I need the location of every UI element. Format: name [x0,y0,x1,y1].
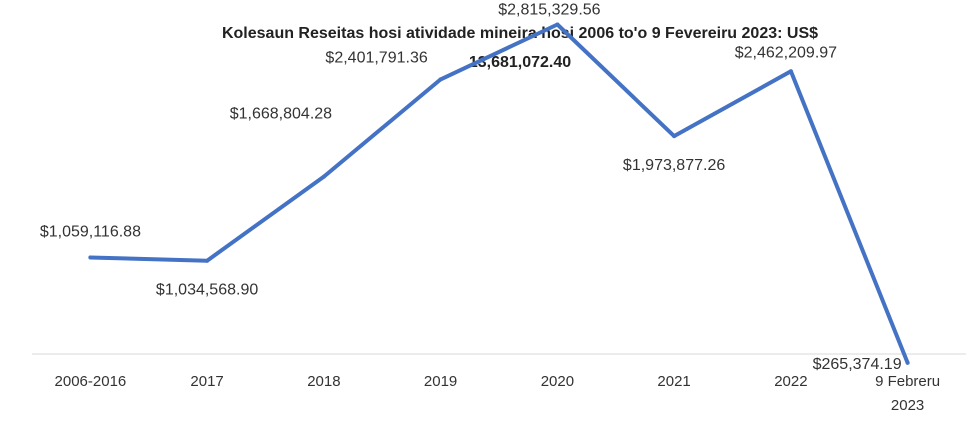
data-label-5: $1,973,877.26 [623,157,725,174]
data-label-1: $1,034,568.90 [156,282,258,299]
data-label-3: $2,401,791.36 [325,49,427,66]
x-tick-label-6: 2022 [774,373,807,390]
x-tick-label-1: 2017 [190,373,223,390]
series-layer [88,22,910,365]
x-tick-label-5: 2021 [657,373,690,390]
data-point-1 [205,258,210,263]
data-point-3 [438,77,443,82]
series-line [88,22,910,365]
data-point-0 [88,255,93,260]
data-point-7 [905,360,910,365]
data-point-6 [788,69,793,74]
data-label-7: $265,374.19 [813,356,902,373]
x-axis-ticks: 2006-2016 2017 2018 2019 2020 2021 2022 9 Febre… [55,373,941,414]
data-label-2: $1,668,804.28 [230,106,332,123]
x-tick-label-0: 2006-2016 [55,373,127,390]
x-tick-label-3: 2019 [424,373,457,390]
data-point-5 [672,134,677,139]
data-point-2 [321,174,326,179]
chart-subtitle: 13,681,072.40 [469,54,571,71]
x-tick-label-2: 2018 [307,373,340,390]
data-point-4 [555,22,560,27]
data-label-4: $2,815,329.56 [498,2,600,19]
chart-title: Kolesaun Reseitas hosi atividade mineira… [222,25,818,42]
data-labels: $1,059,116.88 $1,034,568.90 $1,668,804.28 $… [40,2,902,373]
x-tick-label-7: 9 Febreru 2023 [875,373,940,414]
data-label-0: $1,059,116.88 [40,224,141,241]
data-label-6: $2,462,209.97 [735,44,837,61]
x-tick-label-4: 2020 [541,373,574,390]
